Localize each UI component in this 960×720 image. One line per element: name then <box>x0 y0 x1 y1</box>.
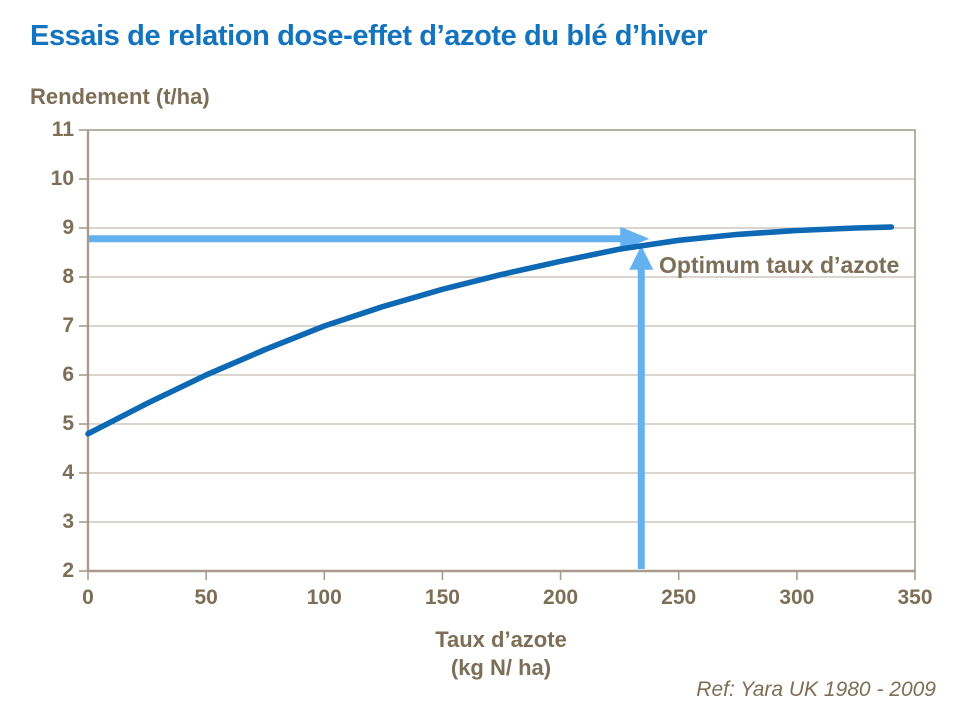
x-tick-label-50: 50 <box>194 586 218 609</box>
x-axis-title-line1: Taux d’azote <box>435 627 567 652</box>
y-tick-label-8: 8 <box>62 265 74 288</box>
chart-title: Essais de relation dose-effet d’azote du… <box>30 20 707 52</box>
y-tick-label-9: 9 <box>62 216 74 239</box>
y-tick-label-11: 11 <box>51 118 74 141</box>
y-tick-label-10: 10 <box>50 167 74 190</box>
x-tick-label-100: 100 <box>306 586 342 609</box>
y-tick-label-4: 4 <box>62 461 74 484</box>
x-tick-label-350: 350 <box>897 586 933 609</box>
x-tick-label-300: 300 <box>779 586 815 609</box>
x-tick-label-250: 250 <box>661 586 697 609</box>
x-tick-label-0: 0 <box>82 586 94 609</box>
x-tick-label-150: 150 <box>424 586 460 609</box>
optimum-annotation-label: Optimum taux d’azote <box>659 252 900 278</box>
reference-note: Ref: Yara UK 1980 - 2009 <box>696 678 936 701</box>
vertical-guide-arrowhead <box>629 245 654 270</box>
plot-border <box>87 129 916 572</box>
y-tick-label-2: 2 <box>62 559 74 582</box>
y-tick-label-7: 7 <box>62 314 74 337</box>
x-axis-title-line2: (kg N/ ha) <box>450 655 552 680</box>
y-tick-label-3: 3 <box>62 510 74 533</box>
horizontal-guide-arrowhead <box>620 226 650 251</box>
x-tick-label-200: 200 <box>543 586 579 609</box>
y-tick-label-5: 5 <box>62 412 74 435</box>
response-curve <box>85 224 895 437</box>
y-axis-title: Rendement (t/ha) <box>30 84 210 109</box>
y-tick-label-6: 6 <box>62 363 74 386</box>
x-axis-title: Taux d’azote (kg N/ ha) <box>381 626 621 682</box>
